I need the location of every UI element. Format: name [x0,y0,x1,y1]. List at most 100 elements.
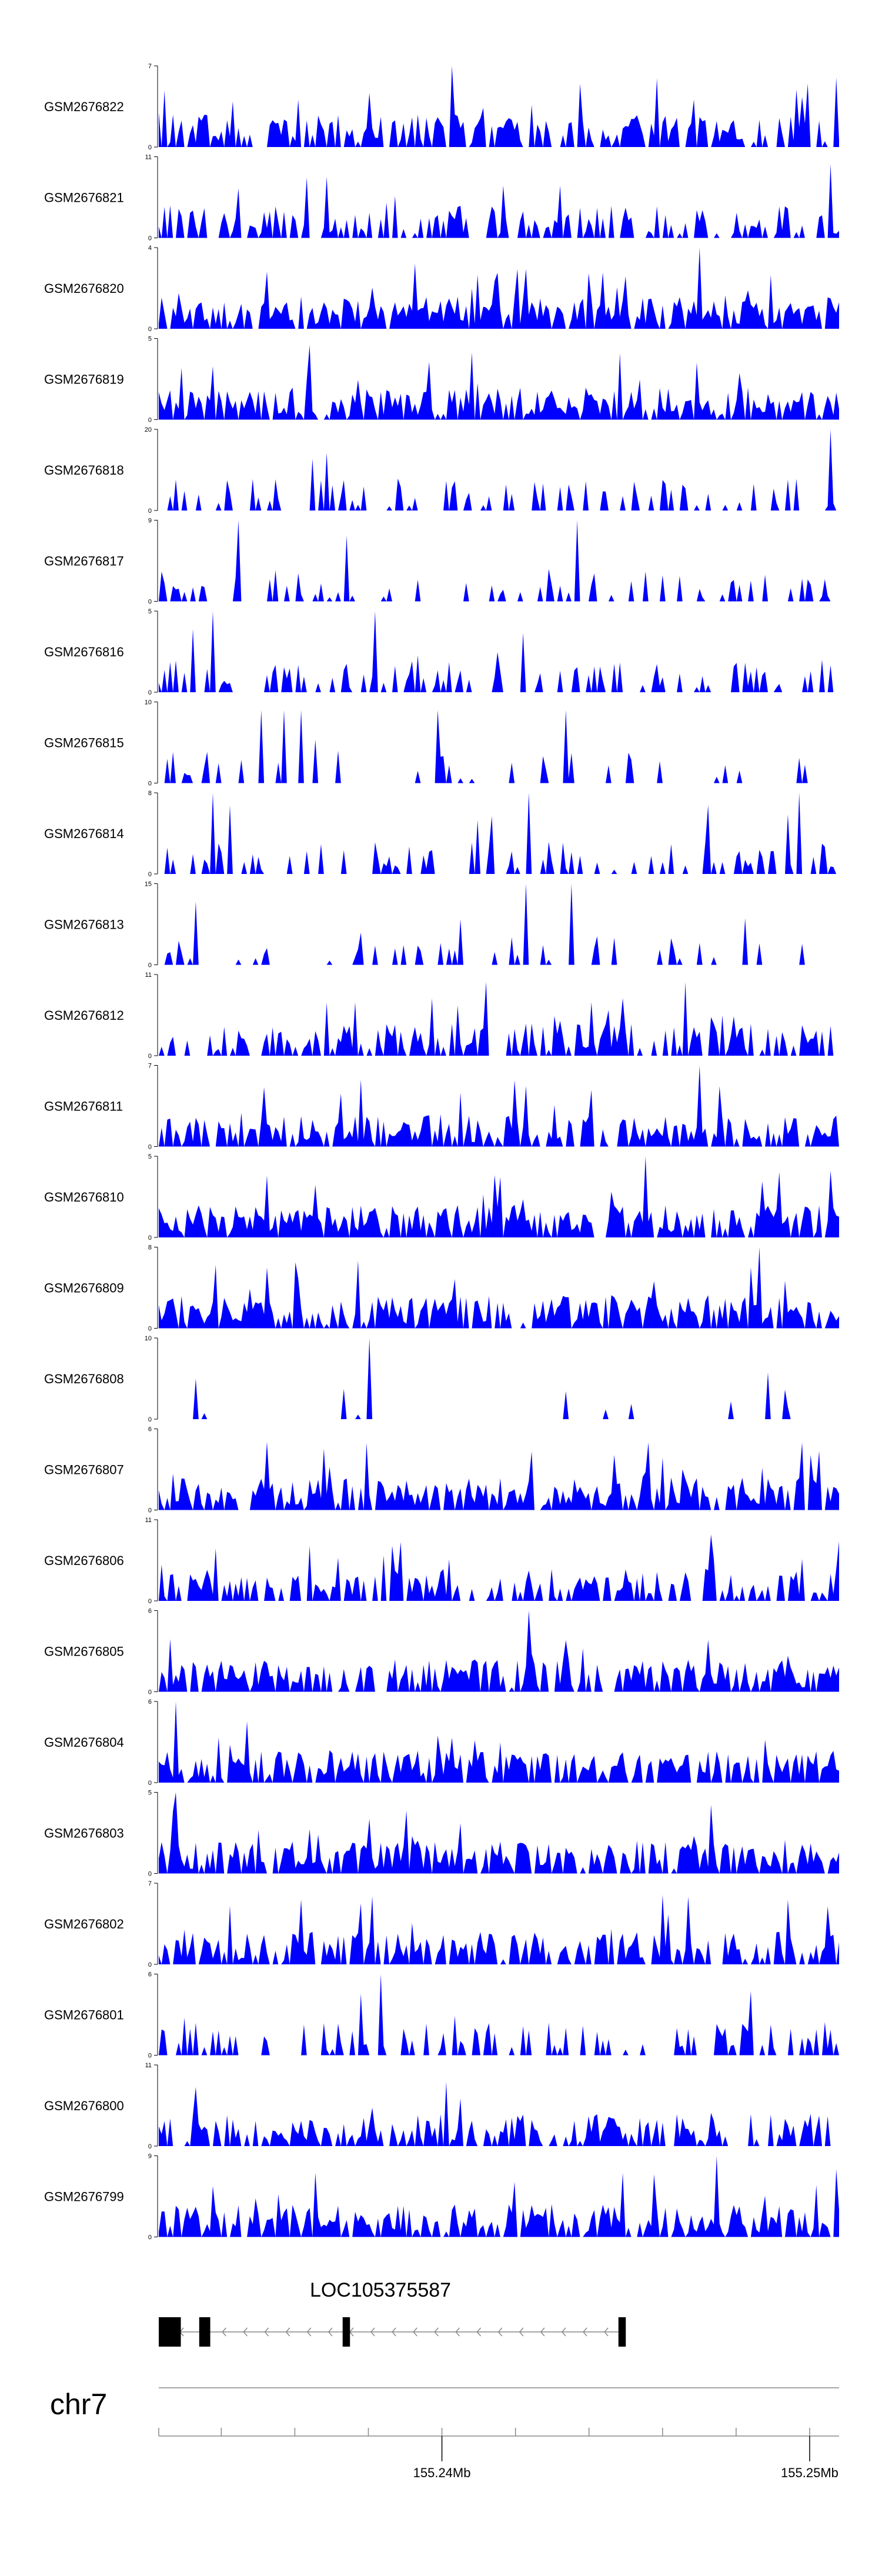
track-label: GSM2676822 [44,99,124,114]
y-tick-label-min: 0 [148,1144,152,1151]
y-tick-label-max: 20 [145,426,152,433]
coverage-area [159,793,839,874]
coverage-area [159,710,839,783]
y-tick-label-max: 4 [148,245,152,252]
y-tick-label-max: 7 [148,63,152,70]
y-tick-label-max: 7 [148,1880,152,1887]
coverage-area [159,1701,839,1783]
track-GSM2676808: GSM2676808 10 0 [44,1335,839,1423]
track-label: GSM2676813 [44,917,124,932]
track-label: GSM2676807 [44,1463,124,1477]
strand-arrow [497,2327,503,2337]
track-label: GSM2676806 [44,1553,124,1568]
y-tick-label-max: 6 [148,1608,152,1615]
y-tick-label-max: 8 [148,1244,152,1252]
y-tick-label-min: 0 [148,689,152,696]
coverage-area [159,1442,839,1510]
strand-arrow [540,2327,545,2337]
track-GSM2676819: GSM2676819 5 0 [44,336,839,424]
track-GSM2676804: GSM2676804 6 0 [44,1699,839,1787]
y-tick-label-min: 0 [148,1416,152,1423]
y-tick-label-min: 0 [148,1689,152,1696]
y-tick-label-min: 0 [148,417,152,424]
strand-arrow [306,2327,312,2337]
y-tick-label-min: 0 [148,144,152,151]
track-label: GSM2676809 [44,1281,124,1296]
track-GSM2676820: GSM2676820 4 0 [44,245,839,333]
strand-arrow [370,2327,375,2337]
coverage-area [159,611,839,692]
y-tick-label-min: 0 [148,2143,152,2150]
track-GSM2676809: GSM2676809 8 0 [44,1244,839,1333]
y-tick-label-max: 6 [148,1971,152,1978]
axis-tick-label: 155.24Mb [413,2465,471,2480]
strand-arrow [222,2327,226,2337]
coverage-area [159,1338,839,1419]
y-tick-label-min: 0 [148,599,152,606]
gene-name: LOC105375587 [310,2279,451,2301]
y-tick-label-min: 0 [148,1326,152,1333]
coverage-area [159,1894,839,1964]
track-GSM2676815: GSM2676815 10 0 [44,699,839,788]
strand-arrow [519,2327,524,2337]
strand-arrow [392,2327,396,2337]
track-GSM2676822: GSM2676822 7 0 [44,63,839,151]
coverage-area [159,1156,839,1237]
track-GSM2676801: GSM2676801 6 0 [44,1971,839,2060]
chromosome-label: chr7 [50,2388,107,2421]
strand-arrow [328,2327,333,2337]
y-tick-label-min: 0 [148,235,152,242]
y-tick-label-max: 5 [148,336,152,343]
y-tick-label-min: 0 [148,2053,152,2060]
track-label: GSM2676821 [44,191,124,205]
y-tick-label-max: 8 [148,790,152,797]
strand-arrow [561,2327,566,2337]
track-label: GSM2676812 [44,1008,124,1023]
y-tick-label-max: 6 [148,1426,152,1433]
track-GSM2676803: GSM2676803 5 0 [44,1790,839,1878]
coverage-area [159,248,839,329]
track-GSM2676807: GSM2676807 6 0 [44,1426,839,1514]
exon [342,2317,350,2347]
axis-tick-label: 155.25Mb [781,2465,838,2480]
track-label: GSM2676810 [44,1190,124,1204]
track-GSM2676812: GSM2676812 11 0 [44,972,839,1060]
y-tick-label-min: 0 [148,1871,152,1878]
y-tick-label-max: 15 [145,881,152,888]
track-label: GSM2676818 [44,463,124,478]
track-label: GSM2676811 [44,1099,123,1114]
track-GSM2676817: GSM2676817 9 0 [44,518,839,606]
track-GSM2676800: GSM2676800 11 0 [44,2062,839,2150]
strand-arrow [413,2327,417,2337]
track-label: GSM2676800 [44,2098,124,2113]
coverage-area [159,1792,839,1874]
track-label: GSM2676808 [44,1372,124,1386]
exon [618,2317,626,2347]
track-GSM2676799: GSM2676799 9 0 [44,2153,839,2241]
exon [159,2317,181,2347]
y-tick-label-max: 11 [145,2062,152,2069]
y-tick-label-min: 0 [148,1507,152,1514]
strand-arrow [583,2327,587,2337]
track-label: GSM2676803 [44,1826,124,1841]
track-GSM2676802: GSM2676802 7 0 [44,1880,839,1968]
y-tick-label-max: 10 [145,699,152,706]
coverage-area [159,66,839,147]
strand-arrow [285,2327,290,2337]
y-tick-label-max: 9 [148,2153,152,2160]
strand-arrow [604,2327,609,2337]
track-GSM2676821: GSM2676821 11 0 [44,154,839,242]
y-tick-label-max: 5 [148,1153,152,1160]
y-tick-label-min: 0 [148,326,152,333]
track-GSM2676814: GSM2676814 8 0 [44,790,839,878]
strand-arrow [264,2327,269,2337]
track-label: GSM2676815 [44,736,124,750]
coverage-area [159,2155,839,2237]
genome-axis: chr7 155.24Mb 155.25Mb [50,2387,839,2480]
y-tick-label-max: 11 [145,1517,152,1524]
y-tick-label-min: 0 [148,2234,152,2241]
coverage-area [159,164,839,238]
track-GSM2676811: GSM2676811 7 0 [44,1063,839,1151]
coverage-area [159,2081,839,2146]
